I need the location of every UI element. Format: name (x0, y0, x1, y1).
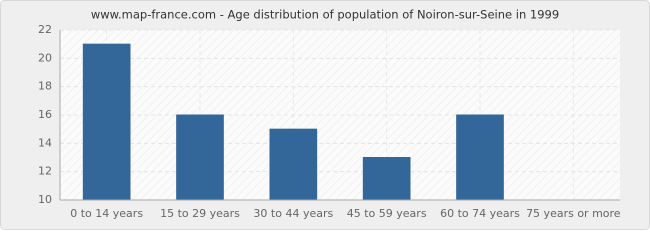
x-tick-label: 0 to 14 years (70, 207, 143, 220)
y-tick-label: 14 (38, 136, 52, 149)
x-tick-label: 30 to 44 years (253, 207, 333, 220)
y-tick-label: 10 (38, 193, 52, 206)
bar (362, 157, 411, 201)
x-tick-label: 60 to 74 years (440, 207, 520, 220)
bar (269, 128, 318, 201)
chart: www.map-france.com - Age distribution of… (0, 0, 650, 230)
x-tick-label: 15 to 29 years (160, 207, 240, 220)
x-tick-label: 45 to 59 years (347, 207, 427, 220)
x-tick-label: 75 years or more (526, 207, 621, 220)
y-tick-label: 12 (38, 165, 52, 178)
bar (82, 43, 131, 201)
y-tick-label: 20 (38, 51, 52, 64)
bar (176, 114, 224, 201)
bar (456, 114, 504, 201)
y-tick-label: 22 (38, 23, 52, 36)
y-tick-label: 18 (38, 80, 52, 93)
chart-title: www.map-france.com - Age distribution of… (91, 8, 559, 22)
y-tick-label: 16 (38, 108, 52, 121)
